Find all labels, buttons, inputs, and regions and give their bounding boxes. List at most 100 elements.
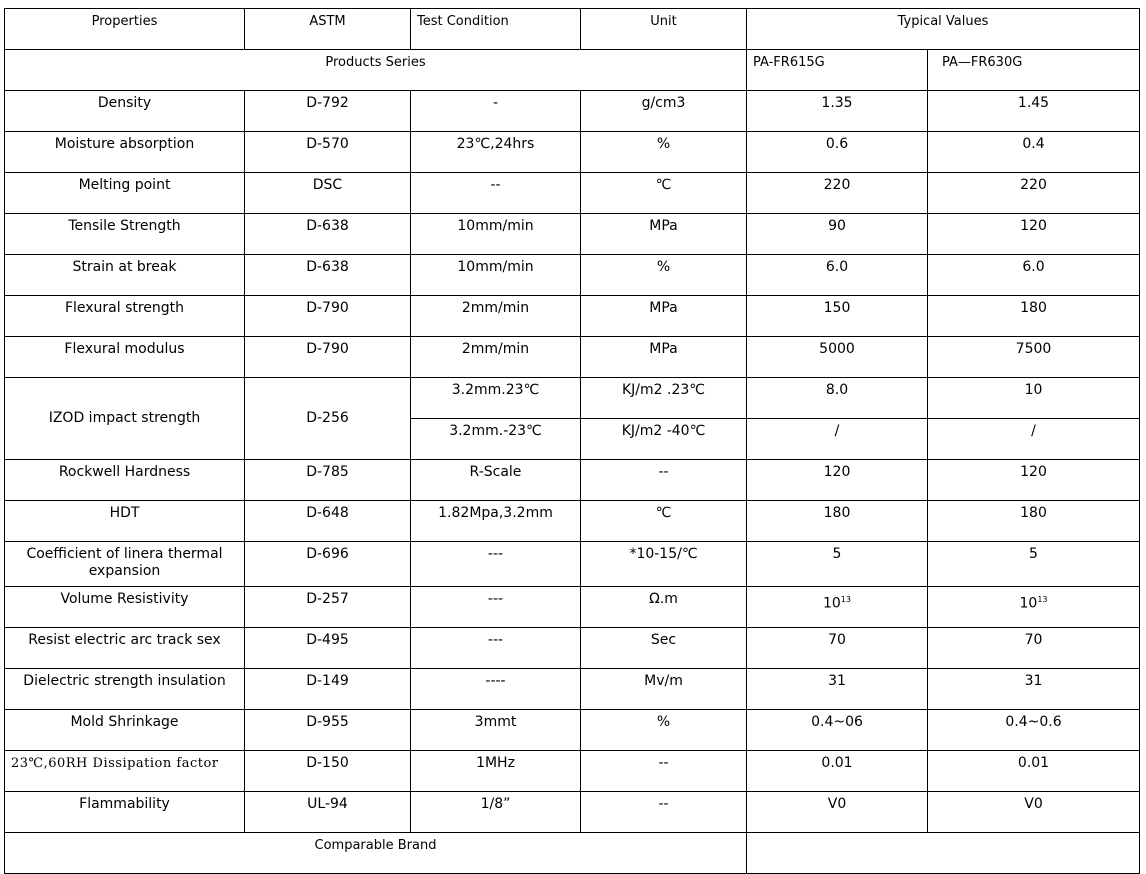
- value-product-b: 7500: [927, 336, 1140, 378]
- products-series-row: Products Series PA-FR615G PA—FR630G: [4, 49, 1140, 91]
- value-product-b: 0.4~0.6: [927, 709, 1140, 751]
- table-row: Resist electric arc track sex D-495 --- Sec…: [4, 627, 1140, 669]
- value-product-b: 220: [927, 172, 1140, 214]
- unit: Sec: [580, 627, 747, 669]
- value-product-a: 31: [746, 668, 928, 710]
- value-product-b: 180: [927, 295, 1140, 337]
- unit: *10-15/℃: [580, 541, 747, 587]
- property-name: 23℃,60RH Dissipation factor: [4, 750, 245, 792]
- test-condition: 3.2mm.23℃: [410, 377, 581, 419]
- value-exponent: 13: [840, 595, 851, 604]
- table-row: Density D-792- g/cm3 1.35 1.45: [4, 90, 1140, 132]
- unit: KJ/m2 .23℃: [580, 377, 747, 419]
- property-name: Mold Shrinkage: [4, 709, 245, 751]
- astm-method: D-638: [244, 254, 411, 296]
- unit: Ω.m: [580, 586, 747, 628]
- test-condition: ---: [410, 627, 581, 669]
- astm-method: D-696: [244, 541, 411, 587]
- test-condition: 10mm/min: [410, 254, 581, 296]
- table-row: Flammability UL-94 1/8” -- V0 V0: [4, 791, 1140, 833]
- property-name: Rockwell Hardness: [4, 459, 245, 501]
- table-row: Flexural modulus D-790 2mm/min MPa 5000 7500: [4, 336, 1140, 378]
- value-product-b: 70: [927, 627, 1140, 669]
- unit: ℃: [580, 172, 747, 214]
- test-condition: 10mm/min: [410, 213, 581, 255]
- value-base: 10: [822, 595, 841, 612]
- test-condition: ----: [410, 668, 581, 710]
- value-product-b: 120: [927, 213, 1140, 255]
- test-condition: 1.82Mpa,3.2mm: [410, 500, 581, 542]
- value-product-b: 10: [927, 377, 1140, 419]
- value-product-a: 5: [746, 541, 928, 587]
- properties-table: Properties ASTM Test Condition Unit Typi…: [4, 8, 1140, 874]
- astm-method: D-790: [244, 295, 411, 337]
- header-test-condition: Test Condition: [410, 8, 581, 50]
- value-product-b: 5: [927, 541, 1140, 587]
- property-name: Coefficient of linera thermal expansion: [4, 541, 245, 587]
- test-condition: ---: [410, 541, 581, 587]
- value-product-b: 0.01: [927, 750, 1140, 792]
- unit: %: [580, 131, 747, 173]
- property-name: Volume Resistivity: [4, 586, 245, 628]
- table-row: Coefficient of linera thermal expansion D…: [4, 541, 1140, 587]
- table-row: Tensile Strength D-638 10mm/min MPa 90 120: [4, 213, 1140, 255]
- unit: MPa: [580, 295, 747, 337]
- comparable-brand-value: [746, 832, 1140, 874]
- table-row: Melting point DSC -- ℃ 220 220: [4, 172, 1140, 214]
- comparable-brand-label: Comparable Brand: [4, 832, 747, 874]
- value-exponent: 13: [1037, 595, 1048, 604]
- astm-method: D-256: [244, 377, 411, 460]
- property-name: Moisture absorption: [4, 131, 245, 173]
- table-row: Mold Shrinkage D-955 3mmt% 0.4~06 0.4~0.6: [4, 709, 1140, 751]
- property-name: Flexural modulus: [4, 336, 245, 378]
- astm-method: D-257: [244, 586, 411, 628]
- table-row: Rockwell Hardness D-785 R-Scale -- 120 120: [4, 459, 1140, 501]
- product-b-name: PA—FR630G: [927, 49, 1140, 91]
- test-condition: 1/8”: [410, 791, 581, 833]
- astm-method: D-955: [244, 709, 411, 751]
- astm-method: D-792: [244, 90, 411, 132]
- property-name: Density: [4, 90, 245, 132]
- value-product-a: 6.0: [746, 254, 928, 296]
- unit: --: [580, 791, 747, 833]
- value-product-a: 120: [746, 459, 928, 501]
- table-row: Flexural strength D-790 2mm/min MPa 150 180: [4, 295, 1140, 337]
- property-name: Strain at break: [4, 254, 245, 296]
- products-series-label: Products Series: [4, 49, 747, 91]
- astm-method: D-150: [244, 750, 411, 792]
- value-product-a: 0.01: [746, 750, 928, 792]
- value-product-b: 0.4: [927, 131, 1140, 173]
- value-product-b: V0: [927, 791, 1140, 833]
- header-astm: ASTM: [244, 8, 411, 50]
- property-name: Flexural strength: [4, 295, 245, 337]
- unit: MPa: [580, 213, 747, 255]
- value-product-a: 90: [746, 213, 928, 255]
- astm-method: D-570: [244, 131, 411, 173]
- property-name: Flammability: [4, 791, 245, 833]
- unit: KJ/m2 -40℃: [580, 418, 747, 460]
- unit: --: [580, 750, 747, 792]
- test-condition: 2mm/min: [410, 336, 581, 378]
- unit: %: [580, 709, 747, 751]
- table-row: Dielectric strength insulation D-149 ---- M…: [4, 668, 1140, 710]
- header-row: Properties ASTM Test Condition Unit Typi…: [4, 8, 1140, 50]
- unit: ℃: [580, 500, 747, 542]
- value-product-b: 120: [927, 459, 1140, 501]
- comparable-brand-row: Comparable Brand: [4, 832, 1140, 874]
- value-product-b: 1.45: [927, 90, 1140, 132]
- test-condition: -: [410, 90, 581, 132]
- astm-method: D-149: [244, 668, 411, 710]
- test-condition: 3.2mm.-23℃: [410, 418, 581, 460]
- value-product-a: 180: [746, 500, 928, 542]
- product-a-name: PA-FR615G: [746, 49, 928, 91]
- value-product-a: /: [746, 418, 928, 460]
- header-unit: Unit: [580, 8, 747, 50]
- header-properties: Properties: [4, 8, 245, 50]
- header-typical-values: Typical Values: [746, 8, 1140, 50]
- value-product-b: 1013: [927, 586, 1140, 628]
- value-product-b: /: [927, 418, 1140, 460]
- unit: Mv/m: [580, 668, 747, 710]
- value-product-a: 1013: [746, 586, 928, 628]
- table-row: Moisture absorption D-570 23℃,24hrs% 0.6 0.4: [4, 131, 1140, 173]
- test-condition: 23℃,24hrs: [410, 131, 581, 173]
